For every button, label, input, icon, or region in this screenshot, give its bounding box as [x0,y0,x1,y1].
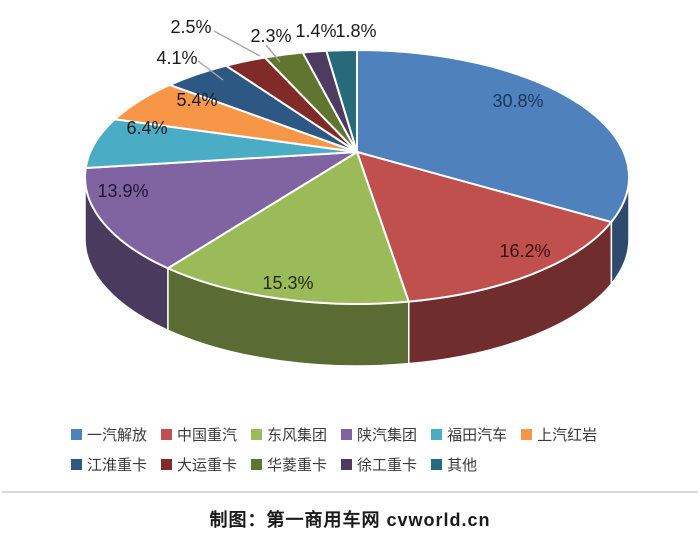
legend-swatch-江淮重卡 [71,459,82,470]
pie-label-中国重汽: 16.2% [499,241,550,261]
legend-label: 一汽解放 [87,427,148,444]
legend-swatch-福田汽车 [431,429,443,440]
legend-label: 上汽红岩 [537,427,598,444]
legend-item-徐工重卡: 徐工重卡 [341,454,417,475]
legend-swatch-其他 [431,459,443,470]
legend-label: 其他 [447,457,478,474]
leader-line-华菱重卡 [265,44,281,63]
pie-slice-陕汽集团 [84,151,358,270]
pie-label-江淮重卡: 4.1% [156,48,197,68]
pie-label-上汽红岩: 5.4% [176,90,217,110]
pie-slice-其他 [325,49,358,153]
pie-label-徐工重卡: 1.4% [295,21,336,41]
legend-label: 陕汽集团 [357,427,418,444]
legend-item-江淮重卡: 江淮重卡 [71,454,147,475]
legend-swatch-一汽解放 [71,429,82,440]
pie-slice-中国重汽 [356,151,613,303]
pie-label-其他: 1.8% [335,21,376,41]
legend-label: 中国重汽 [177,427,238,444]
legend-label: 大运重卡 [177,457,238,474]
legend-item-陕汽集团: 陕汽集团 [341,424,417,445]
pie-label-东风集团: 15.3% [262,273,313,293]
legend-swatch-华菱重卡 [251,459,263,470]
leader-line-江淮重卡 [197,60,224,81]
watermark-credit: 制图：第一商用车网 cvworld.cn [209,510,491,530]
footer-divider [2,491,698,493]
legend-swatch-东风集团 [251,429,263,440]
pie-label-一汽解放: 30.8% [492,91,543,111]
legend-item-华菱重卡: 华菱重卡 [251,454,327,475]
legend-item-中国重汽: 中国重汽 [161,424,237,445]
legend-swatch-徐工重卡 [341,459,353,470]
pie-slice-一汽解放 [356,49,630,224]
legend-item-大运重卡: 大运重卡 [161,454,237,475]
pie-label-陕汽集团: 13.9% [97,181,148,201]
pie-chart-3d: 30.8% 16.2% 15.3% 13.9% 6.4% 5.4% 4.1% 2.5% 2.3%… [84,17,630,367]
legend-swatch-大运重卡 [161,459,173,470]
legend-item-上汽红岩: 上汽红岩 [521,424,597,445]
pie-label-福田汽车: 6.4% [126,118,167,138]
legend-item-其他: 其他 [431,454,477,475]
legend-swatch-中国重汽 [161,429,173,440]
pie-slice-东风集团 [166,151,410,306]
legend-label: 徐工重卡 [357,457,418,474]
legend-label: 福田汽车 [447,427,508,444]
pie-label-华菱重卡: 2.3% [250,26,291,46]
legend-swatch-上汽红岩 [521,429,533,440]
legend-item-东风集团: 东风集团 [251,424,327,445]
legend-label: 江淮重卡 [87,457,148,474]
legend-label: 华菱重卡 [267,457,328,474]
legend-label: 东风集团 [267,427,328,444]
leader-line-大运重卡 [213,30,261,57]
pie-label-大运重卡: 2.5% [170,17,211,37]
legend-item-福田汽车: 福田汽车 [431,424,507,445]
chart-legend: 一汽解放 中国重汽 东风集团 陕汽集团 福田汽车 上汽红岩江淮重卡 大运重卡 华菱重卡 徐工重卡… [71,424,629,475]
legend-swatch-陕汽集团 [341,429,353,440]
legend-item-一汽解放: 一汽解放 [71,424,147,445]
